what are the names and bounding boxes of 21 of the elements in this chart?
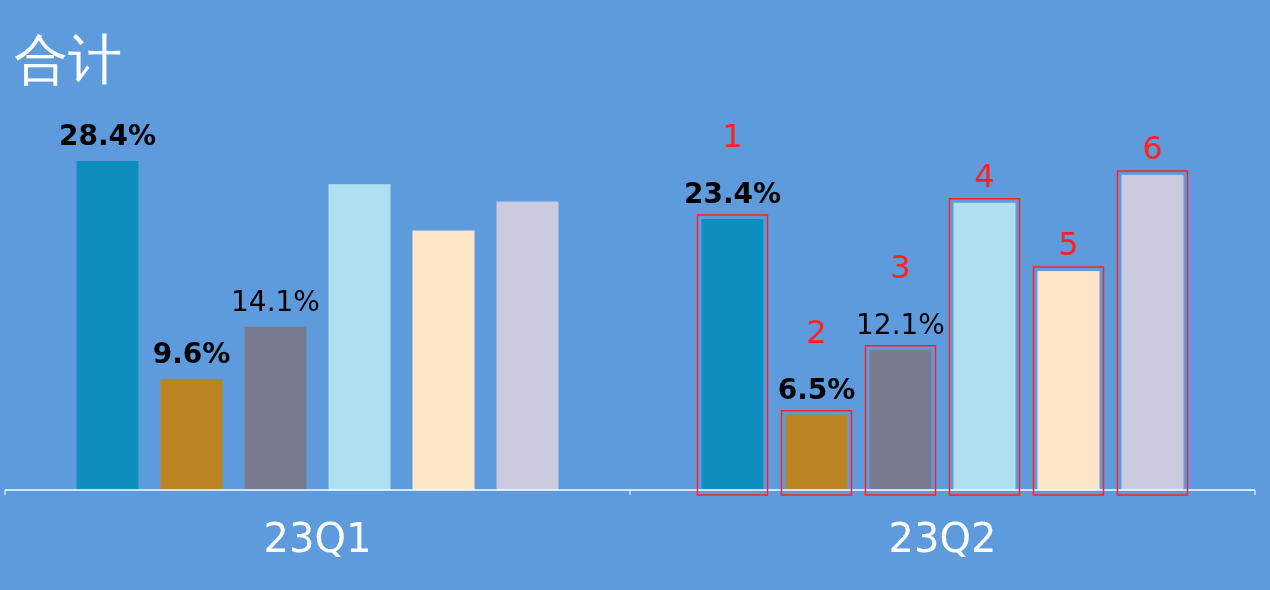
data-label: 6.5% [777, 372, 856, 406]
text: 1 [722, 116, 743, 155]
data-label: 23.4% [683, 176, 782, 210]
annotation: 6 [1142, 128, 1163, 167]
bar [160, 378, 223, 490]
x-tick-label: 23Q2 [888, 515, 997, 561]
annotation: 5 [1058, 225, 1079, 264]
data-label: 28.4% [58, 119, 157, 152]
bar [412, 230, 475, 490]
data-label: 14.1% [231, 284, 320, 318]
bar [328, 184, 391, 490]
annotation: 4 [974, 156, 995, 195]
annotation: 2 [806, 312, 827, 351]
x-tick-label: 23Q1 [263, 515, 372, 561]
data-label: 12.1% [856, 307, 945, 341]
bar [244, 326, 307, 490]
data-label: 9.6% [152, 336, 231, 370]
bar [76, 161, 139, 490]
bar [496, 201, 559, 490]
annotation: 3 [890, 247, 911, 286]
chart-title: 合计 [14, 28, 122, 91]
